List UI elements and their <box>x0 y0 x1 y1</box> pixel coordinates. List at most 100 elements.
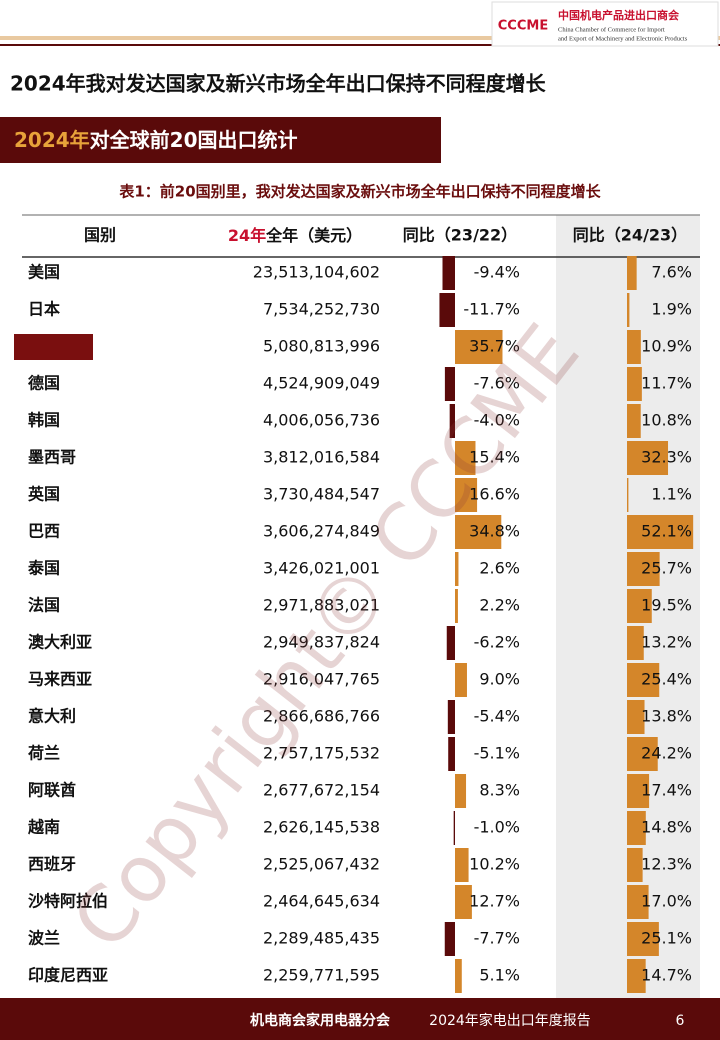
country: 巴西 <box>28 522 60 541</box>
yoy-bar <box>446 626 455 660</box>
yoy-bar <box>455 441 476 475</box>
country: 阿联酋 <box>28 781 76 800</box>
footer-org: 机电商会家用电器分会 <box>250 1012 391 1029</box>
top-rule-dark <box>0 44 720 46</box>
yoy-label: 24.2% <box>641 744 692 763</box>
yoy-bar <box>627 922 659 956</box>
column-header: 同比（24/23） <box>573 226 687 245</box>
yoy-bar <box>444 367 455 401</box>
yoy-label: -5.1% <box>474 744 520 763</box>
yoy-label: 1.9% <box>651 300 692 319</box>
exports-value: 2,289,485,435 <box>263 929 380 948</box>
yoy-label: 10.8% <box>641 411 692 430</box>
country: 韩国 <box>28 411 60 430</box>
yoy-bar <box>455 330 503 364</box>
yoy-bar <box>455 663 467 697</box>
yoy-bar <box>627 441 669 475</box>
yoy-label: 5.1% <box>479 966 520 985</box>
country: 美国 <box>28 263 60 282</box>
yoy-label: -1.0% <box>474 818 520 837</box>
logo-cn: 中国机电产品进出口商会 <box>558 8 680 22</box>
yoy-label: 7.6% <box>651 263 692 282</box>
column-header: 国别 <box>84 226 116 245</box>
yoy-label: 2.6% <box>479 559 520 578</box>
yoy-bar <box>627 626 644 660</box>
yoy-bar <box>627 404 641 438</box>
exports-value: 2,464,645,634 <box>263 892 380 911</box>
yoy-label: 13.2% <box>641 633 692 652</box>
footer-bar <box>0 998 720 1040</box>
yoy-label: -5.4% <box>474 707 520 726</box>
yoy-bar <box>455 774 467 808</box>
banner-text: 对全球前20国出口统计 <box>90 128 298 152</box>
footer-report: 2024年家电出口年度报告 <box>429 1012 591 1029</box>
country: 墨西哥 <box>28 448 76 467</box>
table-caption: 表1：前20国别里，我对发达国家及新兴市场全年出口保持不同程度增长 <box>119 183 601 201</box>
page-title: 2024年我对发达国家及新兴市场全年出口保持不同程度增长 <box>10 72 547 96</box>
country: 英国 <box>27 485 60 504</box>
banner-title: 2024年对全球前20国出口统计 <box>14 128 298 152</box>
yoy-label: 14.7% <box>641 966 692 985</box>
yoy-bar <box>627 589 652 623</box>
exports-value: 2,866,686,766 <box>263 707 380 726</box>
yoy-bar <box>627 811 646 845</box>
exports-value: 2,949,837,824 <box>263 633 380 652</box>
yoy-bar <box>448 737 455 771</box>
column-header: 同比（23/22） <box>403 226 517 245</box>
yoy-label: 10.9% <box>641 337 692 356</box>
yoy-bar <box>447 700 455 734</box>
yoy-bar <box>627 515 694 549</box>
yoy-bar <box>627 478 629 512</box>
yoy-label: 11.7% <box>641 374 692 393</box>
yoy-bar <box>627 885 649 919</box>
yoy-bar <box>455 848 469 882</box>
yoy-label: -4.0% <box>474 411 520 430</box>
country: 泰国 <box>27 559 60 578</box>
exports-value: 2,525,067,432 <box>263 855 380 874</box>
yoy-bar <box>455 515 502 549</box>
yoy-bar <box>455 552 459 586</box>
banner-year: 2024年 <box>14 128 90 152</box>
yoy-label: 17.4% <box>641 781 692 800</box>
yoy-label: 8.3% <box>479 781 520 800</box>
yoy-bar <box>455 959 462 993</box>
yoy-label: 25.1% <box>641 929 692 948</box>
country: 德国 <box>28 374 60 393</box>
exports-value: 2,677,672,154 <box>263 781 380 800</box>
exports-value: 2,916,047,765 <box>263 670 380 689</box>
page-number: 6 <box>676 1013 685 1029</box>
yoy-label: 14.8% <box>641 818 692 837</box>
yoy-bar <box>627 330 641 364</box>
top-rule <box>0 36 720 40</box>
yoy-label: 34.8% <box>469 522 520 541</box>
yoy-label: -11.7% <box>463 300 520 319</box>
exports-value: 2,757,175,532 <box>263 744 380 763</box>
country: 澳大利亚 <box>28 633 92 652</box>
yoy-label: 17.0% <box>641 892 692 911</box>
exports-value: 3,812,016,584 <box>263 448 380 467</box>
yoy-bar <box>627 256 637 290</box>
exports-value: 3,426,021,001 <box>263 559 380 578</box>
yoy-bar <box>627 367 642 401</box>
yoy-label: 16.6% <box>469 485 520 504</box>
yoy-label: 10.2% <box>469 855 520 874</box>
country: 沙特阿拉伯 <box>28 892 108 911</box>
exports-value: 2,971,883,021 <box>263 596 380 615</box>
yoy-label: 52.1% <box>641 522 692 541</box>
yoy-label: -6.2% <box>474 633 520 652</box>
exports-value: 23,513,104,602 <box>253 263 380 282</box>
country: 荷兰 <box>28 744 60 763</box>
yoy-label: 19.5% <box>641 596 692 615</box>
redacted-cell <box>14 334 93 360</box>
country: 波兰 <box>28 929 60 948</box>
yoy-label: -7.7% <box>474 929 520 948</box>
logo-box <box>491 1 719 47</box>
yoy-bar <box>627 959 646 993</box>
yoy-label: 25.4% <box>641 670 692 689</box>
yoy-bar <box>455 589 458 623</box>
yoy-label: 13.8% <box>641 707 692 726</box>
yoy-label: 25.7% <box>641 559 692 578</box>
yoy-bar <box>453 811 455 845</box>
yoy-label: -9.4% <box>474 263 520 282</box>
